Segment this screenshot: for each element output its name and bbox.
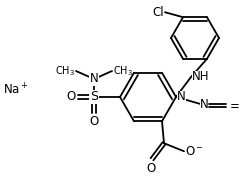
- Text: O: O: [66, 90, 76, 104]
- Text: S: S: [90, 90, 98, 104]
- Text: N: N: [89, 72, 98, 86]
- Text: Na$^+$: Na$^+$: [3, 82, 29, 98]
- Text: NH: NH: [191, 70, 209, 84]
- Text: O: O: [89, 115, 98, 128]
- Text: O: O: [146, 162, 155, 175]
- Text: Cl: Cl: [152, 6, 163, 19]
- Text: CH$_3$: CH$_3$: [55, 64, 75, 78]
- Text: N: N: [176, 90, 185, 104]
- Text: CH$_3$: CH$_3$: [112, 64, 132, 78]
- Text: O$^-$: O$^-$: [184, 145, 203, 158]
- Text: N: N: [199, 98, 207, 112]
- Text: $=$: $=$: [226, 98, 239, 112]
